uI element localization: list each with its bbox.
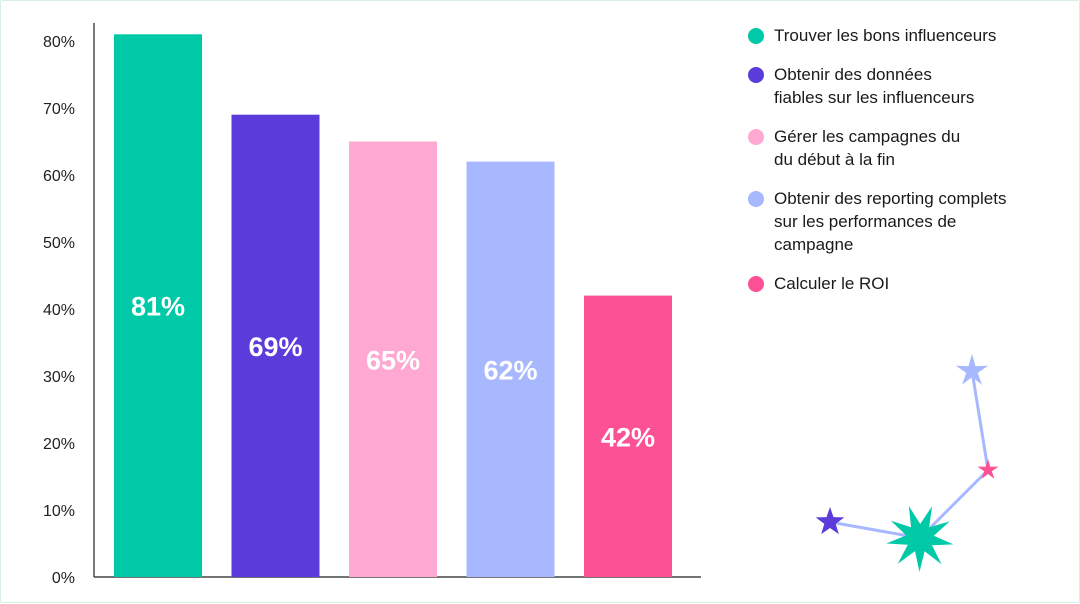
legend-item-3: Gérer les campagnes du du début à la fin: [748, 125, 1068, 171]
bar-5: [584, 295, 672, 577]
legend-label-1: Trouver les bons influenceurs: [774, 26, 997, 45]
bar-data-label-2: 69%: [248, 332, 302, 362]
y-tick-label: 50%: [43, 235, 75, 252]
bar-2: [231, 114, 320, 577]
bar-4: [466, 161, 555, 577]
legend-label-3: Gérer les campagnes du du début à la fin: [774, 127, 961, 169]
legend-item-4: Obtenir des reporting complets sur les p…: [748, 187, 1068, 256]
y-tick-label: 0%: [52, 570, 75, 587]
constellation-decoration: [815, 354, 999, 572]
legend-label-2: Obtenir des données fiables sur les infl…: [774, 65, 975, 107]
bar-data-labels: 81% 69% 65% 62% 42%: [131, 292, 655, 453]
legend-swatch-4: [748, 191, 764, 207]
legend-item-5: Calculer le ROI: [748, 272, 1068, 295]
constellation-stars: [815, 354, 999, 572]
star-light-blue: [955, 354, 989, 385]
legend-item-1: Trouver les bons influenceurs: [748, 24, 1068, 47]
constellation-line-3: [829, 520, 921, 540]
bar-data-label-1: 81%: [131, 292, 185, 322]
star-green: [886, 505, 954, 572]
legend-swatch-1: [748, 28, 764, 44]
bar-3: [349, 141, 437, 577]
y-tick-label: 80%: [43, 34, 75, 51]
constellation-line-2: [918, 468, 990, 540]
y-tick-label: 40%: [43, 302, 75, 319]
legend-swatch-5: [748, 276, 764, 292]
y-tick-label: 30%: [43, 369, 75, 386]
legend-label-5: Calculer le ROI: [774, 274, 890, 293]
legend-swatch-2: [748, 67, 764, 83]
constellation-lines: [829, 370, 990, 540]
y-tick-label: 20%: [43, 436, 75, 453]
y-axis: 0% 10% 20% 30% 40% 50% 60% 70% 80%: [43, 23, 701, 587]
bar-data-label-5: 42%: [601, 422, 655, 452]
star-purple: [815, 507, 845, 535]
bar-1: [114, 34, 202, 578]
bars: [114, 34, 672, 578]
bar-data-label-3: 65%: [366, 345, 420, 375]
y-tick-label: 60%: [43, 168, 75, 185]
bar-data-label-4: 62%: [483, 355, 537, 385]
legend-label-4: Obtenir des reporting complets sur les p…: [774, 189, 1007, 254]
legend-item-2: Obtenir des données fiables sur les infl…: [748, 63, 1068, 109]
legend-swatch-3: [748, 129, 764, 145]
y-tick-label: 10%: [43, 503, 75, 520]
constellation-line-1: [970, 370, 990, 471]
legend: Trouver les bons influenceurs Obtenir de…: [748, 24, 1068, 311]
star-pink: [977, 459, 999, 479]
y-tick-label: 70%: [43, 101, 75, 118]
